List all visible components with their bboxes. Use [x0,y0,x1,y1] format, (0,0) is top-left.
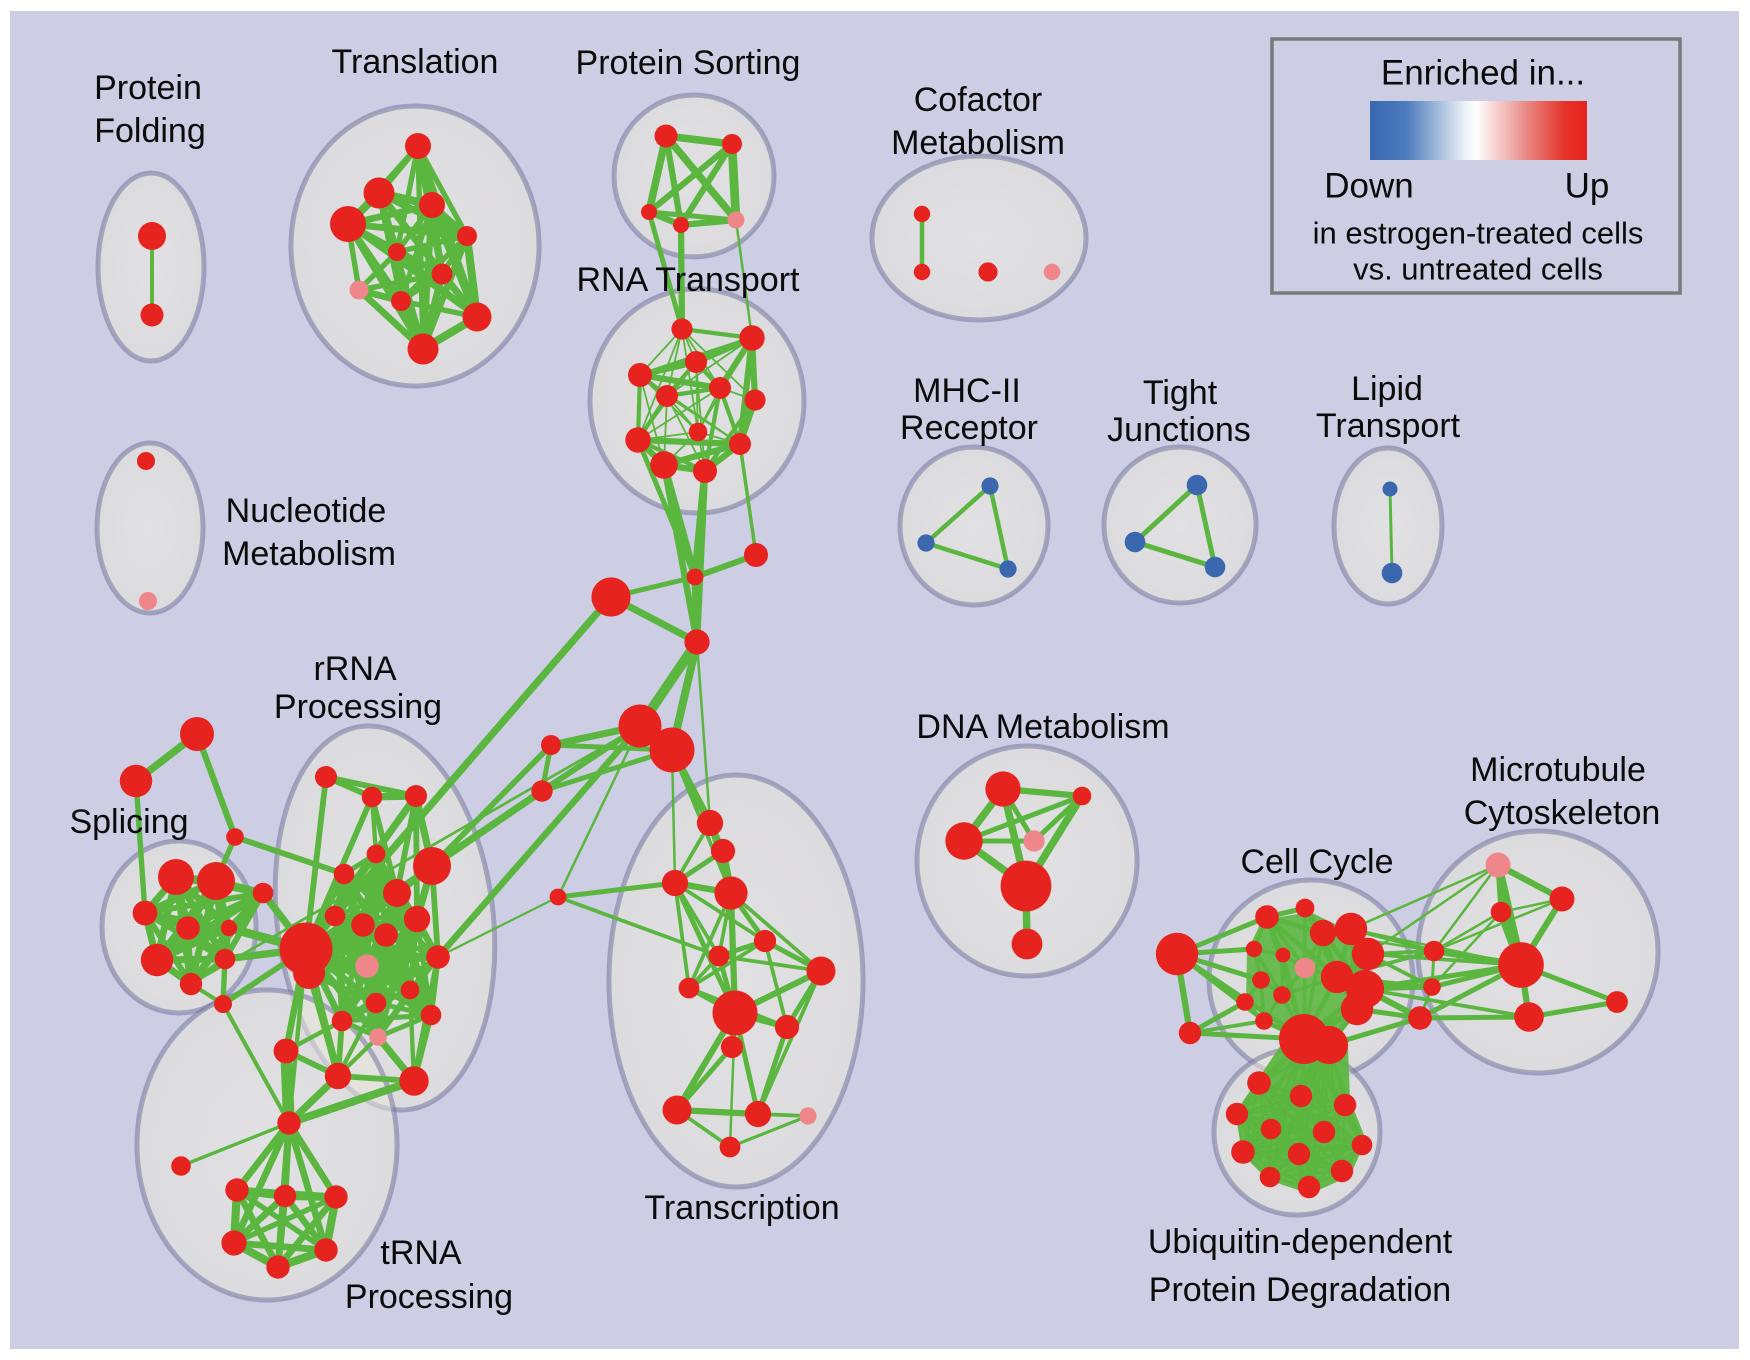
svg-text:Transcription: Transcription [644,1189,839,1227]
svg-text:Enriched in...: Enriched in... [1381,54,1585,93]
svg-text:Junctions: Junctions [1107,411,1251,449]
svg-text:Processing: Processing [274,688,442,726]
svg-text:Splicing: Splicing [69,803,188,841]
svg-text:Protein Degradation: Protein Degradation [1149,1271,1451,1309]
svg-text:Down: Down [1324,167,1413,206]
svg-text:RNA Transport: RNA Transport [577,261,801,299]
svg-text:in estrogen-treated cells: in estrogen-treated cells [1313,216,1644,251]
svg-text:Metabolism: Metabolism [222,535,396,573]
svg-text:Receptor: Receptor [900,409,1038,447]
svg-text:MHC-II: MHC-II [913,372,1021,410]
svg-text:Cofactor: Cofactor [914,81,1043,119]
svg-text:Folding: Folding [94,112,206,150]
svg-text:Processing: Processing [345,1278,513,1316]
svg-text:Transport: Transport [1316,407,1461,445]
svg-text:Protein Sorting: Protein Sorting [576,44,801,82]
svg-text:tRNA: tRNA [380,1234,462,1272]
svg-text:DNA Metabolism: DNA Metabolism [916,708,1169,746]
svg-text:Up: Up [1565,167,1610,206]
svg-text:Tight: Tight [1143,374,1218,412]
svg-text:rRNA: rRNA [313,650,396,688]
svg-text:Nucleotide: Nucleotide [226,492,387,530]
svg-text:Cell Cycle: Cell Cycle [1240,843,1393,881]
svg-text:Translation: Translation [332,43,499,81]
svg-text:Microtubule: Microtubule [1470,751,1646,789]
svg-text:Metabolism: Metabolism [891,124,1065,162]
svg-text:Lipid: Lipid [1351,370,1423,408]
svg-text:Ubiquitin-dependent: Ubiquitin-dependent [1148,1223,1453,1261]
svg-text:vs. untreated cells: vs. untreated cells [1353,252,1603,287]
svg-text:Cytoskeleton: Cytoskeleton [1464,794,1661,832]
svg-text:Protein: Protein [94,69,202,107]
